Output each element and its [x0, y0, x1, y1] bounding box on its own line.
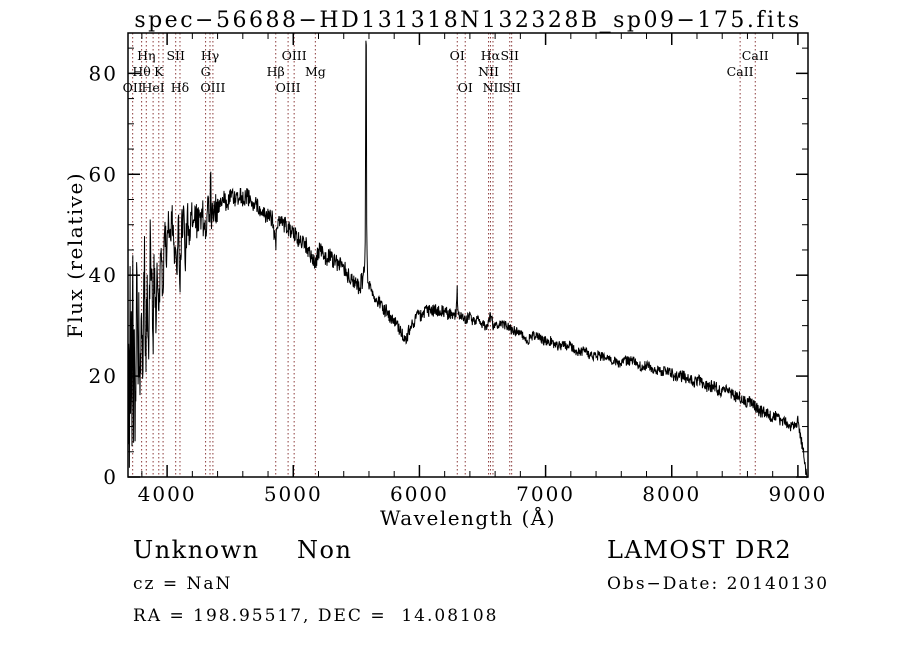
spectral-line-label: OIII: [282, 48, 307, 63]
spectral-line-label: CaII: [727, 64, 754, 79]
spectrum-trace: [127, 40, 808, 479]
x-tick-label: 7000: [516, 482, 575, 506]
y-tick-label: 0: [103, 465, 118, 489]
spectral-line-label: SII: [501, 48, 520, 63]
spectral-line-label: G: [201, 64, 211, 79]
classification-text: Unknown: [133, 536, 260, 564]
spectral-line-label: OIII: [200, 80, 225, 95]
spectral-line-label: CaII: [742, 48, 769, 63]
axis-box: [127, 32, 809, 478]
x-axis-label: Wavelength (Å): [379, 506, 557, 530]
spectral-line-label: Mg: [305, 64, 326, 79]
spectral-line-label: NII: [483, 80, 504, 95]
y-tick-label: 40: [89, 263, 118, 287]
spectral-line-label: Hα: [481, 48, 501, 63]
y-tick-label: 80: [89, 61, 118, 85]
coordinates-text: RA = 198.95517, DEC = 14.08108: [133, 606, 499, 626]
spectral-line-label: Hη: [137, 48, 155, 63]
spectral-line-label: Hβ: [267, 64, 285, 79]
plot-title: spec−56688−HD131318N132328B_sp09−175.fit…: [134, 8, 802, 33]
x-tick-label: 9000: [768, 482, 827, 506]
spectral-line-label: OI: [450, 48, 465, 63]
x-tick-label: 5000: [264, 482, 323, 506]
spectral-line-label: OII: [123, 80, 143, 95]
spectral-line-label: OI: [458, 80, 473, 95]
y-tick-label: 20: [89, 364, 118, 388]
spectral-line-label: NII: [478, 64, 499, 79]
obs-date-text: Obs−Date: 20140130: [607, 574, 830, 594]
y-tick-label: 60: [89, 162, 118, 186]
spectral-line-label: SII: [166, 48, 185, 63]
spectral-line-label: SII: [502, 80, 521, 95]
spectral-line-label: K: [154, 64, 164, 79]
x-tick-label: 6000: [390, 482, 449, 506]
spectral-line-label: Hδ: [171, 80, 189, 95]
spectral-line-label: Hγ: [201, 48, 219, 63]
y-axis-label: Flux (relative): [63, 171, 87, 339]
spectral-line-label: HeI: [141, 80, 164, 95]
spectral-line-label: Hθ: [132, 64, 150, 79]
survey-text: LAMOST DR2: [607, 536, 793, 564]
spectral-line-label: OIII: [276, 80, 301, 95]
x-tick-label: 4000: [138, 482, 197, 506]
cz-text: cz = NaN: [133, 574, 233, 594]
x-tick-label: 8000: [642, 482, 701, 506]
subclass-text: Non: [297, 536, 353, 564]
